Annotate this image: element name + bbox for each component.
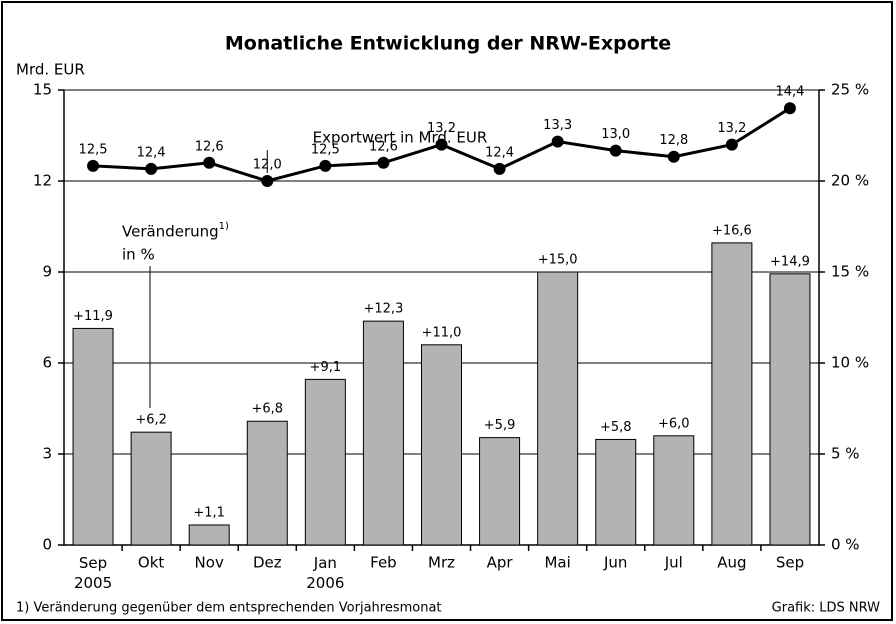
line-value-label: 12,6	[195, 139, 224, 154]
x-tick-label: Feb	[370, 554, 397, 572]
y-axis-label: Mrd. EUR	[16, 61, 85, 79]
line-value-label: 12,4	[137, 145, 166, 160]
y2-tick-label: 5 %	[831, 445, 860, 463]
y2-tick-label: 0 %	[831, 536, 860, 554]
bar-value-label: +6,8	[251, 402, 283, 417]
bar	[653, 435, 695, 546]
bar-value-label: +16,6	[712, 223, 752, 238]
x-tick-label: Nov	[195, 554, 224, 572]
x-tick-label: Jan 2006	[306, 554, 344, 592]
y2-tick-label: 25 %	[831, 81, 869, 99]
line-value-label: 12,5	[79, 142, 108, 157]
x-tick-label: Sep	[776, 554, 804, 572]
bar-value-label: +6,0	[658, 416, 690, 431]
line-value-label: 12,8	[659, 133, 688, 148]
x-tick-label: Mai	[544, 554, 570, 572]
bar-value-label: +5,9	[484, 418, 516, 433]
bar-value-label: +15,0	[538, 253, 578, 268]
line-point	[725, 138, 738, 151]
line-value-label: 12,5	[311, 142, 340, 157]
x-tick-label: Dez	[253, 554, 282, 572]
y2-tick-label: 10 %	[831, 354, 869, 372]
x-tick-label: Aug	[717, 554, 746, 572]
x-tick-label: Mrz	[428, 554, 455, 572]
x-tick-label: Apr	[487, 554, 514, 572]
line-point	[203, 156, 216, 169]
bar-value-label: +1,1	[193, 505, 225, 520]
bar-value-label: +12,3	[364, 302, 404, 317]
line-point	[377, 156, 390, 169]
line-point	[319, 159, 332, 172]
line-point	[551, 135, 564, 148]
line-value-label: 13,2	[427, 121, 456, 136]
line-series-label: Exportwert in Mrd. EUR	[313, 129, 488, 147]
bar-value-label: +5,8	[600, 420, 632, 435]
line-value-label: 12,6	[369, 139, 398, 154]
line-value-label: 14,4	[775, 85, 804, 100]
chart-title: Monatliche Entwicklung der NRW-Exporte	[225, 33, 671, 55]
bar	[769, 273, 811, 546]
line-point	[261, 175, 274, 187]
y-tick-label: 6	[42, 354, 52, 372]
bar	[421, 344, 462, 546]
line-point	[493, 162, 506, 175]
y-tick-label: 9	[42, 263, 52, 281]
bar	[130, 431, 172, 546]
source: Grafik: LDS NRW	[772, 601, 880, 616]
line-point	[609, 144, 622, 157]
bar	[711, 242, 753, 546]
y-tick-label: 12	[33, 172, 52, 190]
line-point	[783, 102, 796, 115]
bar-value-label: +14,9	[770, 254, 810, 269]
x-tick-label: Jul	[664, 554, 683, 572]
bar-value-label: +11,9	[73, 309, 113, 324]
bar	[188, 524, 230, 546]
line-point	[435, 138, 448, 151]
x-tick-label: Okt	[138, 554, 164, 572]
line-point	[145, 162, 158, 175]
bar-value-label: +9,1	[310, 360, 342, 375]
y-tick-label: 0	[42, 536, 52, 554]
x-tick-label: Sep 2005	[74, 554, 112, 592]
bar	[537, 271, 579, 546]
line-value-label: 13,2	[717, 121, 746, 136]
bar-value-label: +11,0	[422, 325, 462, 340]
y2-tick-label: 15 %	[831, 263, 869, 281]
bar-series-label-line2: in %	[122, 246, 155, 264]
bar	[362, 320, 404, 546]
y-tick-label: 15	[33, 81, 52, 99]
bar	[72, 327, 114, 546]
bar	[595, 438, 637, 546]
bar	[304, 378, 346, 546]
line-value-label: 12,4	[485, 145, 514, 160]
line-value-label: 13,3	[543, 118, 572, 133]
line-point	[667, 150, 680, 163]
y-tick-label: 3	[42, 445, 52, 463]
y2-tick-label: 20 %	[831, 172, 869, 190]
bar-series-label-superscript: 1)	[219, 221, 229, 232]
x-tick-label: Jun	[603, 554, 627, 572]
bar	[246, 420, 288, 546]
line-value-label: 13,0	[601, 127, 630, 142]
bar-series-label: Veränderung1)	[122, 221, 229, 241]
bar	[479, 437, 521, 546]
footnote: 1) Veränderung gegenüber dem entsprechen…	[16, 601, 442, 616]
line-point	[87, 159, 100, 172]
bar-value-label: +6,2	[135, 413, 167, 428]
